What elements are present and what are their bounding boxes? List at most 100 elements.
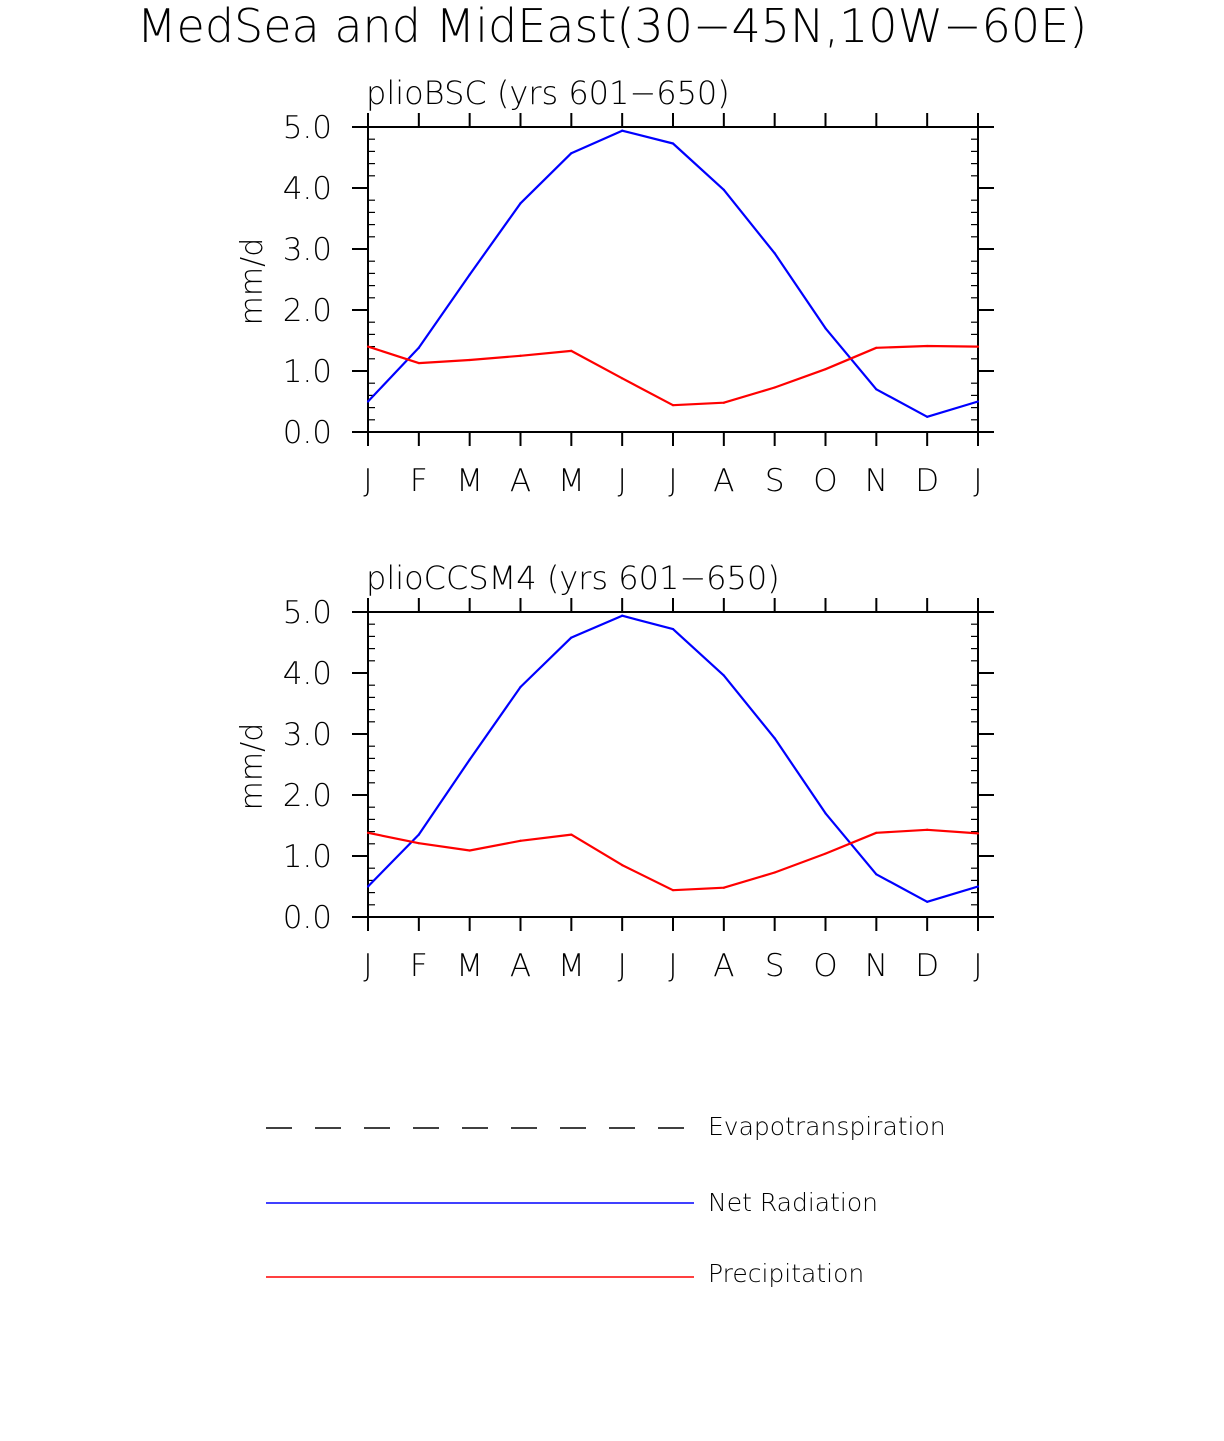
y-tick-label: 5.0 bbox=[283, 595, 332, 631]
data-point-net-radiation bbox=[570, 152, 573, 155]
data-point-precipitation bbox=[976, 345, 980, 348]
x-tick-label: D bbox=[915, 948, 939, 984]
legend-label-precipitation: Precipitation bbox=[708, 1259, 864, 1288]
data-point-precipitation bbox=[875, 346, 878, 349]
data-point-precipitation bbox=[722, 401, 725, 404]
x-tick-label: J bbox=[363, 948, 372, 984]
series-line-net-radiation bbox=[367, 129, 979, 418]
data-point-precipitation bbox=[875, 831, 878, 834]
data-point-net-radiation bbox=[671, 142, 675, 145]
data-point-net-radiation bbox=[875, 388, 878, 391]
data-point-net-radiation bbox=[621, 129, 624, 132]
data-point-precipitation bbox=[570, 833, 573, 836]
data-point-net-radiation bbox=[417, 346, 420, 349]
legend: Evapotranspiration Net Radiation Precipi… bbox=[266, 1112, 946, 1288]
data-point-precipitation bbox=[976, 832, 980, 835]
data-point-precipitation bbox=[417, 842, 420, 845]
data-point-precipitation bbox=[824, 368, 827, 371]
x-tick-label: J bbox=[363, 463, 372, 499]
legend-label-net-radiation: Net Radiation bbox=[708, 1188, 878, 1217]
data-point-precipitation bbox=[366, 345, 370, 348]
x-tick-label: F bbox=[410, 463, 428, 499]
data-point-net-radiation bbox=[570, 636, 573, 639]
panel-title: plioBSC (yrs 601−650) bbox=[366, 74, 730, 112]
data-point-net-radiation bbox=[519, 685, 522, 689]
data-point-precipitation bbox=[468, 849, 471, 852]
plot-frame bbox=[367, 611, 979, 918]
data-point-precipitation bbox=[519, 354, 522, 357]
y-tick-label: 2.0 bbox=[283, 778, 332, 814]
x-tick-label: M bbox=[456, 948, 483, 984]
data-point-precipitation bbox=[773, 386, 776, 389]
y-tick-label: 0.0 bbox=[283, 415, 332, 451]
x-tick-label: A bbox=[713, 463, 734, 499]
data-point-precipitation bbox=[671, 889, 675, 892]
data-point-precipitation bbox=[671, 404, 675, 407]
data-point-net-radiation bbox=[722, 188, 725, 191]
x-tick-label: J bbox=[973, 463, 982, 499]
data-point-net-radiation bbox=[824, 812, 827, 815]
data-point-net-radiation bbox=[366, 885, 370, 888]
data-point-net-radiation bbox=[468, 273, 471, 276]
data-point-net-radiation bbox=[926, 900, 929, 903]
x-tick-label: F bbox=[410, 948, 428, 984]
x-tick-label: N bbox=[865, 948, 888, 984]
data-point-net-radiation bbox=[366, 400, 370, 403]
figure-title: MedSea and MidEast(30−45N,10W−60E) bbox=[137, 0, 1087, 53]
x-tick-label: D bbox=[915, 463, 939, 499]
panel-plioBSC: plioBSC (yrs 601−650) 0.0 1.0 2.0 3.0 4.0 5.0 J… bbox=[235, 74, 994, 499]
x-tick-label: A bbox=[713, 948, 734, 984]
data-point-net-radiation bbox=[621, 614, 624, 617]
x-tick-label: O bbox=[813, 463, 837, 499]
panel-plioCCSM4: plioCCSM4 (yrs 601−650) 0.0 1.0 2.0 3.0 4.0 5.… bbox=[235, 559, 994, 984]
data-point-precipitation bbox=[366, 831, 370, 834]
data-point-precipitation bbox=[773, 871, 776, 874]
x-tick-label: S bbox=[765, 463, 785, 499]
y-tick-label: 5.0 bbox=[283, 110, 332, 146]
series-line-precipitation bbox=[367, 828, 979, 892]
x-tick-label: J bbox=[668, 463, 677, 499]
data-point-precipitation bbox=[621, 864, 624, 867]
y-tick-label: 0.0 bbox=[283, 900, 332, 936]
x-tick-label: J bbox=[618, 948, 627, 984]
x-tick-label: J bbox=[973, 948, 982, 984]
y-axis-label: mm/d bbox=[235, 723, 270, 811]
data-point-net-radiation bbox=[468, 758, 471, 761]
data-point-precipitation bbox=[570, 349, 573, 352]
data-point-precipitation bbox=[519, 839, 522, 842]
data-point-net-radiation bbox=[671, 627, 675, 631]
data-point-net-radiation bbox=[773, 737, 776, 740]
data-point-precipitation bbox=[417, 361, 420, 365]
data-point-net-radiation bbox=[417, 833, 420, 836]
y-tick-label: 1.0 bbox=[283, 839, 332, 875]
x-tick-label: J bbox=[618, 463, 627, 499]
data-point-net-radiation bbox=[824, 327, 827, 330]
x-tick-label: J bbox=[668, 948, 677, 984]
data-point-precipitation bbox=[824, 852, 827, 855]
x-tick-label: A bbox=[510, 948, 531, 984]
x-tick-label: M bbox=[558, 463, 585, 499]
x-tick-label: A bbox=[510, 463, 531, 499]
y-tick-label: 2.0 bbox=[283, 293, 332, 329]
series-line-net-radiation bbox=[367, 614, 979, 903]
data-point-precipitation bbox=[468, 358, 471, 362]
y-tick-label: 4.0 bbox=[283, 171, 332, 207]
data-point-precipitation bbox=[621, 377, 624, 380]
data-point-net-radiation bbox=[875, 873, 878, 876]
data-point-net-radiation bbox=[976, 885, 980, 888]
x-tick-label: M bbox=[558, 948, 585, 984]
x-tick-label: S bbox=[765, 948, 785, 984]
data-point-net-radiation bbox=[519, 202, 522, 205]
data-point-net-radiation bbox=[926, 415, 929, 418]
series-line-precipitation bbox=[367, 344, 979, 407]
data-point-net-radiation bbox=[976, 400, 980, 403]
panel-title: plioCCSM4 (yrs 601−650) bbox=[366, 559, 780, 597]
x-tick-label: O bbox=[813, 948, 837, 984]
data-point-precipitation bbox=[926, 828, 929, 831]
y-tick-label: 3.0 bbox=[283, 232, 332, 268]
y-tick-label: 3.0 bbox=[283, 717, 332, 753]
x-tick-label: M bbox=[456, 463, 483, 499]
x-tick-label: N bbox=[865, 463, 888, 499]
data-point-precipitation bbox=[722, 886, 725, 889]
